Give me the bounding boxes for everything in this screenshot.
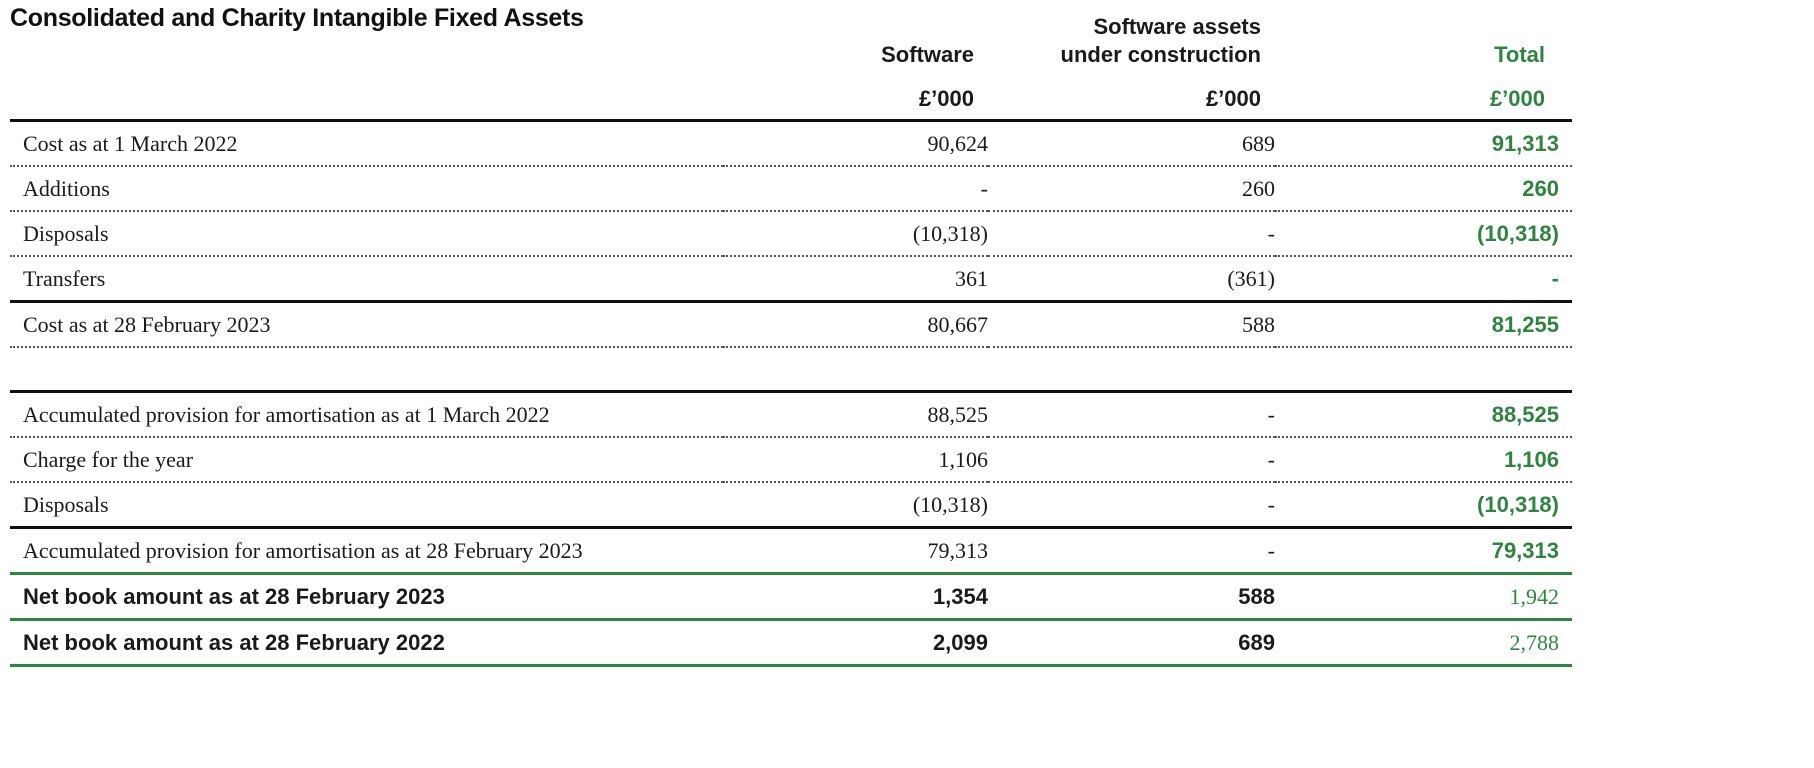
unit-software: £’000 <box>918 86 974 111</box>
cell-total: (10,318) <box>1275 482 1572 529</box>
row-label: Charge for the year <box>10 437 723 483</box>
table-row: Transfers 361 (361) - <box>10 256 1572 303</box>
cell-software: 88,525 <box>723 391 988 438</box>
row-label: Accumulated provision for amortisation a… <box>10 527 723 575</box>
cell-total: (10,318) <box>1275 211 1572 257</box>
table-row: Net book amount as at 28 February 2022 2… <box>10 619 1572 667</box>
cell-total: 91,313 <box>1275 119 1572 167</box>
cell-total: - <box>1275 256 1572 303</box>
row-label: Disposals <box>10 211 723 257</box>
cell-software: 2,099 <box>723 619 988 667</box>
cell-suc: 260 <box>988 166 1275 212</box>
table-row: Cost as at 1 March 2022 90,624 689 91,31… <box>10 119 1572 167</box>
cell-total: 81,255 <box>1275 301 1572 348</box>
cell-suc: 689 <box>988 119 1275 167</box>
cell-software: 361 <box>723 256 988 303</box>
cell-total: 2,788 <box>1275 619 1572 667</box>
cell-software: (10,318) <box>723 482 988 529</box>
cell-total: 88,525 <box>1275 391 1572 438</box>
cell-suc: 689 <box>988 619 1275 667</box>
table-row: Net book amount as at 28 February 2023 1… <box>10 573 1572 621</box>
table-row: Accumulated provision for amortisation a… <box>10 391 1572 438</box>
header-total: Total <box>1494 42 1545 67</box>
cell-suc: - <box>988 391 1275 438</box>
row-label: Net book amount as at 28 February 2023 <box>10 573 723 621</box>
cell-software: 79,313 <box>723 527 988 575</box>
cell-software: 1,106 <box>723 437 988 483</box>
unit-suc: £’000 <box>1205 86 1261 111</box>
row-label: Disposals <box>10 482 723 529</box>
row-label: Accumulated provision for amortisation a… <box>10 391 723 438</box>
cell-software: 90,624 <box>723 119 988 167</box>
cell-software: 80,667 <box>723 301 988 348</box>
unit-total: £’000 <box>1489 86 1545 111</box>
header-suc-line2: under construction <box>1060 42 1261 67</box>
assets-table: Cost as at 1 March 2022 90,624 689 91,31… <box>10 119 1572 667</box>
row-label: Net book amount as at 28 February 2022 <box>10 619 723 667</box>
cell-software: 1,354 <box>723 573 988 621</box>
header-suc-line1: Software assets <box>1093 14 1261 39</box>
table-row: Accumulated provision for amortisation a… <box>10 527 1572 575</box>
table-row: Charge for the year 1,106 - 1,106 <box>10 437 1572 483</box>
cell-total: 1,942 <box>1275 573 1572 621</box>
cell-total: 260 <box>1275 166 1572 212</box>
table-row: Disposals (10,318) - (10,318) <box>10 211 1572 257</box>
table-row: Disposals (10,318) - (10,318) <box>10 482 1572 529</box>
spacer-cell <box>10 347 1572 393</box>
cell-suc: - <box>988 482 1275 529</box>
cell-suc: - <box>988 527 1275 575</box>
cell-suc: - <box>988 437 1275 483</box>
header-software: Software <box>881 42 974 67</box>
cell-suc: 588 <box>988 301 1275 348</box>
table-title: Consolidated and Charity Intangible Fixe… <box>10 4 584 32</box>
cell-total: 1,106 <box>1275 437 1572 483</box>
row-label: Additions <box>10 166 723 212</box>
table-row: Additions - 260 260 <box>10 166 1572 212</box>
cell-total: 79,313 <box>1275 527 1572 575</box>
cell-software: (10,318) <box>723 211 988 257</box>
row-label: Cost as at 28 February 2023 <box>10 301 723 348</box>
cell-suc: (361) <box>988 256 1275 303</box>
row-label: Transfers <box>10 256 723 303</box>
cell-software: - <box>723 166 988 212</box>
table-spacer <box>10 347 1572 393</box>
table-row: Cost as at 28 February 2023 80,667 588 8… <box>10 301 1572 348</box>
cell-suc: - <box>988 211 1275 257</box>
cell-suc: 588 <box>988 573 1275 621</box>
row-label: Cost as at 1 March 2022 <box>10 119 723 167</box>
